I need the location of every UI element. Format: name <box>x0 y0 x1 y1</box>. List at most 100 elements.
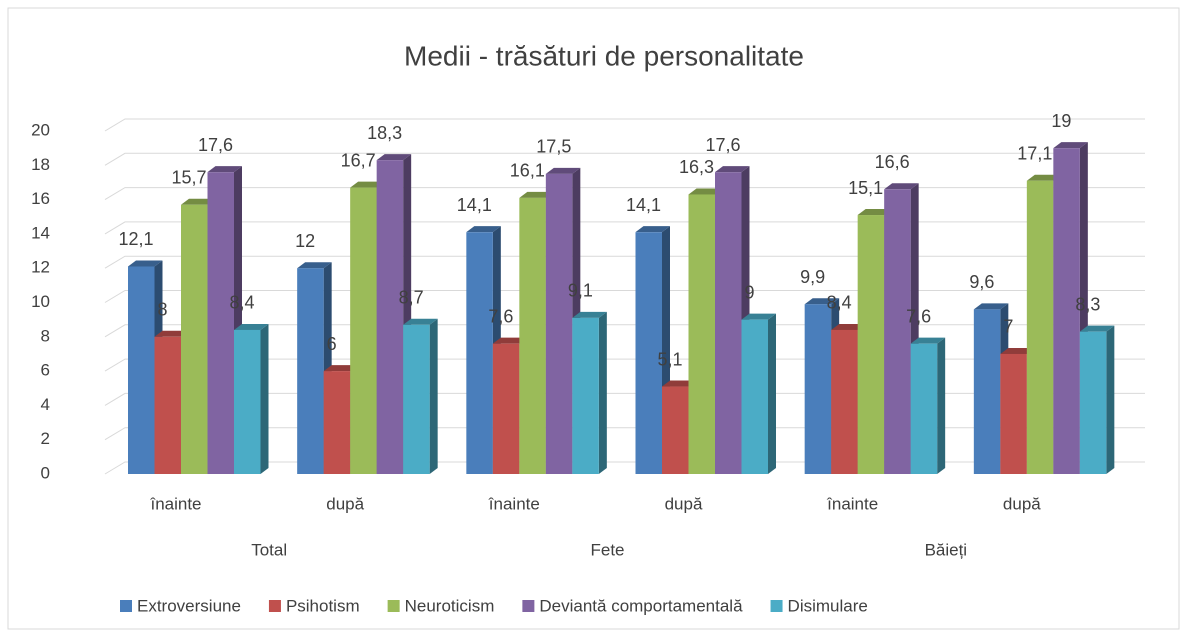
x-tick-label: după <box>326 494 364 513</box>
data-label: 15,7 <box>171 167 206 187</box>
x-tick-label: înainte <box>826 494 878 513</box>
bar <box>831 329 858 474</box>
bar <box>128 266 155 474</box>
grid-line <box>104 290 1145 303</box>
bar <box>572 317 599 474</box>
data-label: 16,1 <box>510 161 545 181</box>
data-label: 9,1 <box>568 281 593 301</box>
data-label: 6 <box>327 334 337 354</box>
data-label: 17,6 <box>198 135 233 155</box>
bar-top <box>154 330 189 337</box>
data-label: 17,6 <box>705 135 740 155</box>
bar-top <box>376 154 412 161</box>
bar-top <box>545 167 581 174</box>
bar-side <box>1106 325 1115 474</box>
y-tick-label: 10 <box>31 292 50 311</box>
data-label: 12 <box>295 231 315 251</box>
bar <box>376 160 404 474</box>
grid-line <box>104 187 1145 201</box>
bar-top <box>297 262 332 269</box>
bar-top <box>323 365 359 372</box>
bar <box>635 232 662 474</box>
legend-label: Psihotism <box>286 596 360 615</box>
bar-side <box>260 323 269 474</box>
bar <box>662 386 689 474</box>
bar-top <box>973 303 1009 310</box>
data-label: 9,9 <box>800 267 825 287</box>
data-label: 8,7 <box>399 288 424 308</box>
data-label: 17,5 <box>536 137 571 157</box>
data-label: 8 <box>157 300 167 320</box>
legend-swatch <box>522 600 535 612</box>
y-tick-label: 8 <box>41 326 50 345</box>
bar <box>181 204 208 474</box>
y-tick-label: 18 <box>31 155 50 174</box>
bar-side <box>768 313 776 474</box>
bar <box>973 309 1001 474</box>
x-tick-label: după <box>665 494 703 513</box>
data-label: 7,6 <box>906 306 931 326</box>
legend-label: Disimulare <box>788 596 868 615</box>
bar <box>207 172 234 474</box>
bar-top <box>688 188 723 195</box>
bar-top <box>1000 347 1035 354</box>
y-tick-label: 0 <box>41 463 50 482</box>
bar <box>715 172 742 474</box>
bar <box>857 215 885 474</box>
bar <box>1026 180 1054 475</box>
data-label: 14,1 <box>626 195 661 215</box>
bar <box>466 232 493 474</box>
data-label: 16,7 <box>341 150 376 170</box>
bar <box>403 324 430 474</box>
bar <box>1000 353 1027 474</box>
data-label: 14,1 <box>457 195 492 215</box>
bar <box>1079 331 1107 474</box>
x-tick-label: înainte <box>149 494 201 513</box>
y-tick-label: 4 <box>41 395 50 414</box>
bar-top <box>857 209 893 216</box>
legend-label: Deviantă comportamentală <box>539 596 743 615</box>
legend-swatch <box>387 600 400 612</box>
bar <box>741 319 768 474</box>
y-tick-label: 20 <box>31 120 50 139</box>
group-label: Băieți <box>925 540 968 559</box>
data-label: 15,1 <box>848 178 883 198</box>
data-label: 8,3 <box>1075 294 1100 314</box>
bar <box>804 304 832 474</box>
bar <box>297 268 324 474</box>
data-label: 7,6 <box>488 306 513 326</box>
bar-top <box>715 166 750 173</box>
bar-top <box>1079 325 1115 332</box>
bar-top <box>181 198 216 205</box>
bar-top <box>350 181 385 188</box>
bar-top <box>662 380 697 387</box>
bar-top <box>466 226 501 233</box>
data-label: 12,1 <box>118 229 153 249</box>
y-tick-label: 2 <box>41 429 50 448</box>
group-label: Fete <box>590 540 624 559</box>
legend-swatch <box>770 600 783 612</box>
bar-top <box>804 298 840 305</box>
bar-top <box>884 183 919 190</box>
legend-label: Neuroticism <box>405 596 495 615</box>
bar <box>688 194 715 474</box>
y-tick-label: 14 <box>31 223 50 242</box>
bar <box>234 329 261 474</box>
bar-top <box>128 260 163 267</box>
data-label: 7 <box>1003 317 1013 337</box>
bar-top <box>741 313 776 320</box>
bar-top <box>910 337 946 344</box>
data-label: 5,1 <box>657 349 682 369</box>
bar-top <box>492 337 528 344</box>
bar-top <box>234 323 269 330</box>
bar-top <box>403 318 438 325</box>
x-tick-label: înainte <box>488 494 540 513</box>
bar <box>910 343 938 474</box>
bar-top <box>831 323 866 330</box>
bar <box>545 173 573 474</box>
data-label: 17,1 <box>1017 143 1052 163</box>
bar-top <box>572 311 607 318</box>
bar-top <box>635 226 670 233</box>
data-label: 9 <box>744 282 754 302</box>
